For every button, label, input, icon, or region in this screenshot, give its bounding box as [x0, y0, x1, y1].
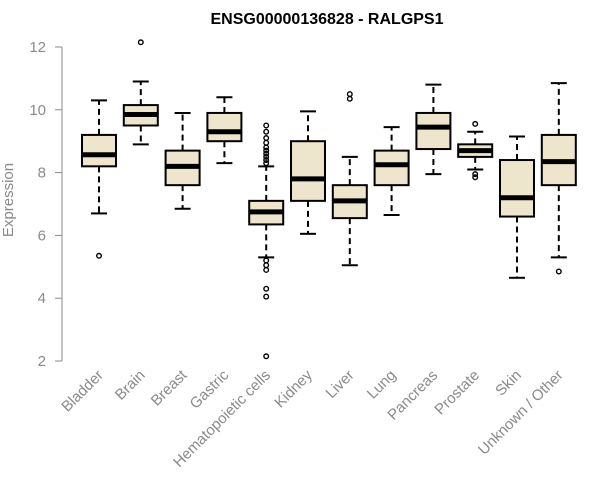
- outlier-point: [263, 147, 270, 154]
- box-brain: [122, 39, 159, 146]
- outlier-point: [263, 150, 270, 157]
- box-prostate: [457, 120, 494, 181]
- outlier-point: [263, 153, 270, 160]
- box-lung: [373, 126, 410, 216]
- box-iqr: [81, 133, 117, 168]
- y-tick-label: 6: [38, 227, 46, 244]
- box-iqr: [499, 159, 535, 218]
- y-tick-label: 2: [38, 353, 46, 370]
- outlier-point: [472, 120, 479, 127]
- outlier-point: [263, 285, 270, 292]
- box-hematopoietic-cells: [248, 122, 285, 360]
- outlier-point: [263, 293, 270, 300]
- outlier-point: [263, 262, 270, 269]
- outlier-point: [472, 174, 479, 181]
- outlier-point: [346, 91, 353, 98]
- box-iqr: [290, 140, 326, 202]
- x-category-label: Breast: [148, 366, 191, 409]
- outlier-point: [137, 39, 144, 46]
- y-tick-label: 8: [38, 165, 46, 182]
- x-category-label: Bladder: [58, 367, 107, 416]
- outlier-point: [263, 353, 270, 360]
- outlier-point: [263, 266, 270, 273]
- outlier-point: [263, 144, 270, 151]
- outlier-point: [95, 252, 102, 259]
- outlier-point: [346, 95, 353, 102]
- y-tick-label: 12: [29, 39, 46, 56]
- outlier-point: [263, 122, 270, 129]
- chart-title: ENSG00000136828 - RALGPS1: [210, 11, 443, 28]
- box-breast: [164, 111, 201, 210]
- box-liver: [331, 91, 368, 267]
- y-tick-label: 10: [29, 102, 46, 119]
- box-iqr: [373, 149, 410, 187]
- outlier-point: [263, 139, 270, 146]
- x-category-label: Prostate: [431, 367, 483, 419]
- outlier-point: [555, 268, 562, 275]
- x-category-label: Liver: [323, 367, 358, 402]
- box-gastric: [206, 96, 243, 165]
- outlier-point: [263, 257, 270, 264]
- y-axis: 2 4 6 8 10 12: [29, 39, 63, 370]
- outlier-point: [263, 128, 270, 135]
- y-axis-label: Expression: [0, 163, 17, 237]
- x-category-label: Skin: [492, 367, 525, 400]
- x-category-label: Kidney: [271, 366, 316, 411]
- box-iqr: [206, 111, 243, 143]
- box-pancreas: [415, 83, 452, 176]
- box-skin: [499, 135, 535, 279]
- outlier-point: [263, 135, 270, 142]
- outlier-point: [472, 171, 479, 178]
- x-category-label: Lung: [364, 367, 400, 403]
- box-unknown-other: [540, 82, 577, 275]
- outlier-point: [263, 160, 270, 167]
- boxes-group: [81, 39, 577, 360]
- x-category-label: Brain: [112, 367, 149, 404]
- outlier-point: [263, 157, 270, 164]
- box-bladder: [81, 99, 117, 259]
- y-tick-label: 4: [38, 290, 46, 307]
- box-kidney: [290, 110, 326, 235]
- box-iqr: [415, 111, 452, 151]
